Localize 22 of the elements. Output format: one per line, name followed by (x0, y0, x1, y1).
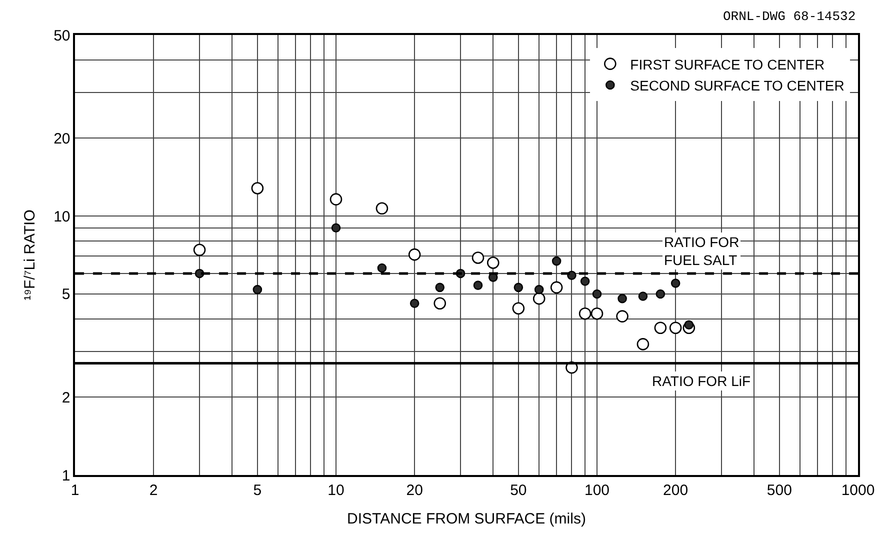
y-tick-label: 1 (62, 467, 70, 484)
x-tick-label: 100 (584, 482, 610, 499)
x-tick-label: 500 (766, 482, 792, 499)
y-tick-label: 5 (62, 286, 70, 304)
y-tick-label: 20 (54, 130, 70, 148)
y-tick-label: 10 (54, 208, 70, 226)
x-tick-label: 1000 (841, 482, 875, 499)
x-tick-label: 10 (328, 482, 344, 499)
y-tick-label: 2 (62, 389, 70, 406)
x-axis-title: DISTANCE FROM SURFACE (mils) (347, 510, 586, 528)
y-axis-title: ¹⁹F/⁷Li RATIO (21, 210, 38, 300)
x-tick-label: 200 (663, 482, 688, 499)
text: ORNL-DWG 68-14532 (723, 9, 856, 24)
x-tick-label: 20 (406, 482, 423, 499)
legend-label: FIRST SURFACE TO CENTER (630, 56, 825, 72)
x-tick-label: 5 (253, 482, 262, 499)
x-tick-label: 2 (149, 482, 158, 499)
x-tick-label: 50 (510, 482, 527, 499)
ref-line-label: RATIO FOR FUEL SALT (664, 234, 740, 268)
legend-label: SECOND SURFACE TO CENTER (630, 77, 844, 94)
y-tick-label: 50 (54, 27, 70, 44)
ref-line-label: RATIO FOR LiF (652, 373, 751, 389)
